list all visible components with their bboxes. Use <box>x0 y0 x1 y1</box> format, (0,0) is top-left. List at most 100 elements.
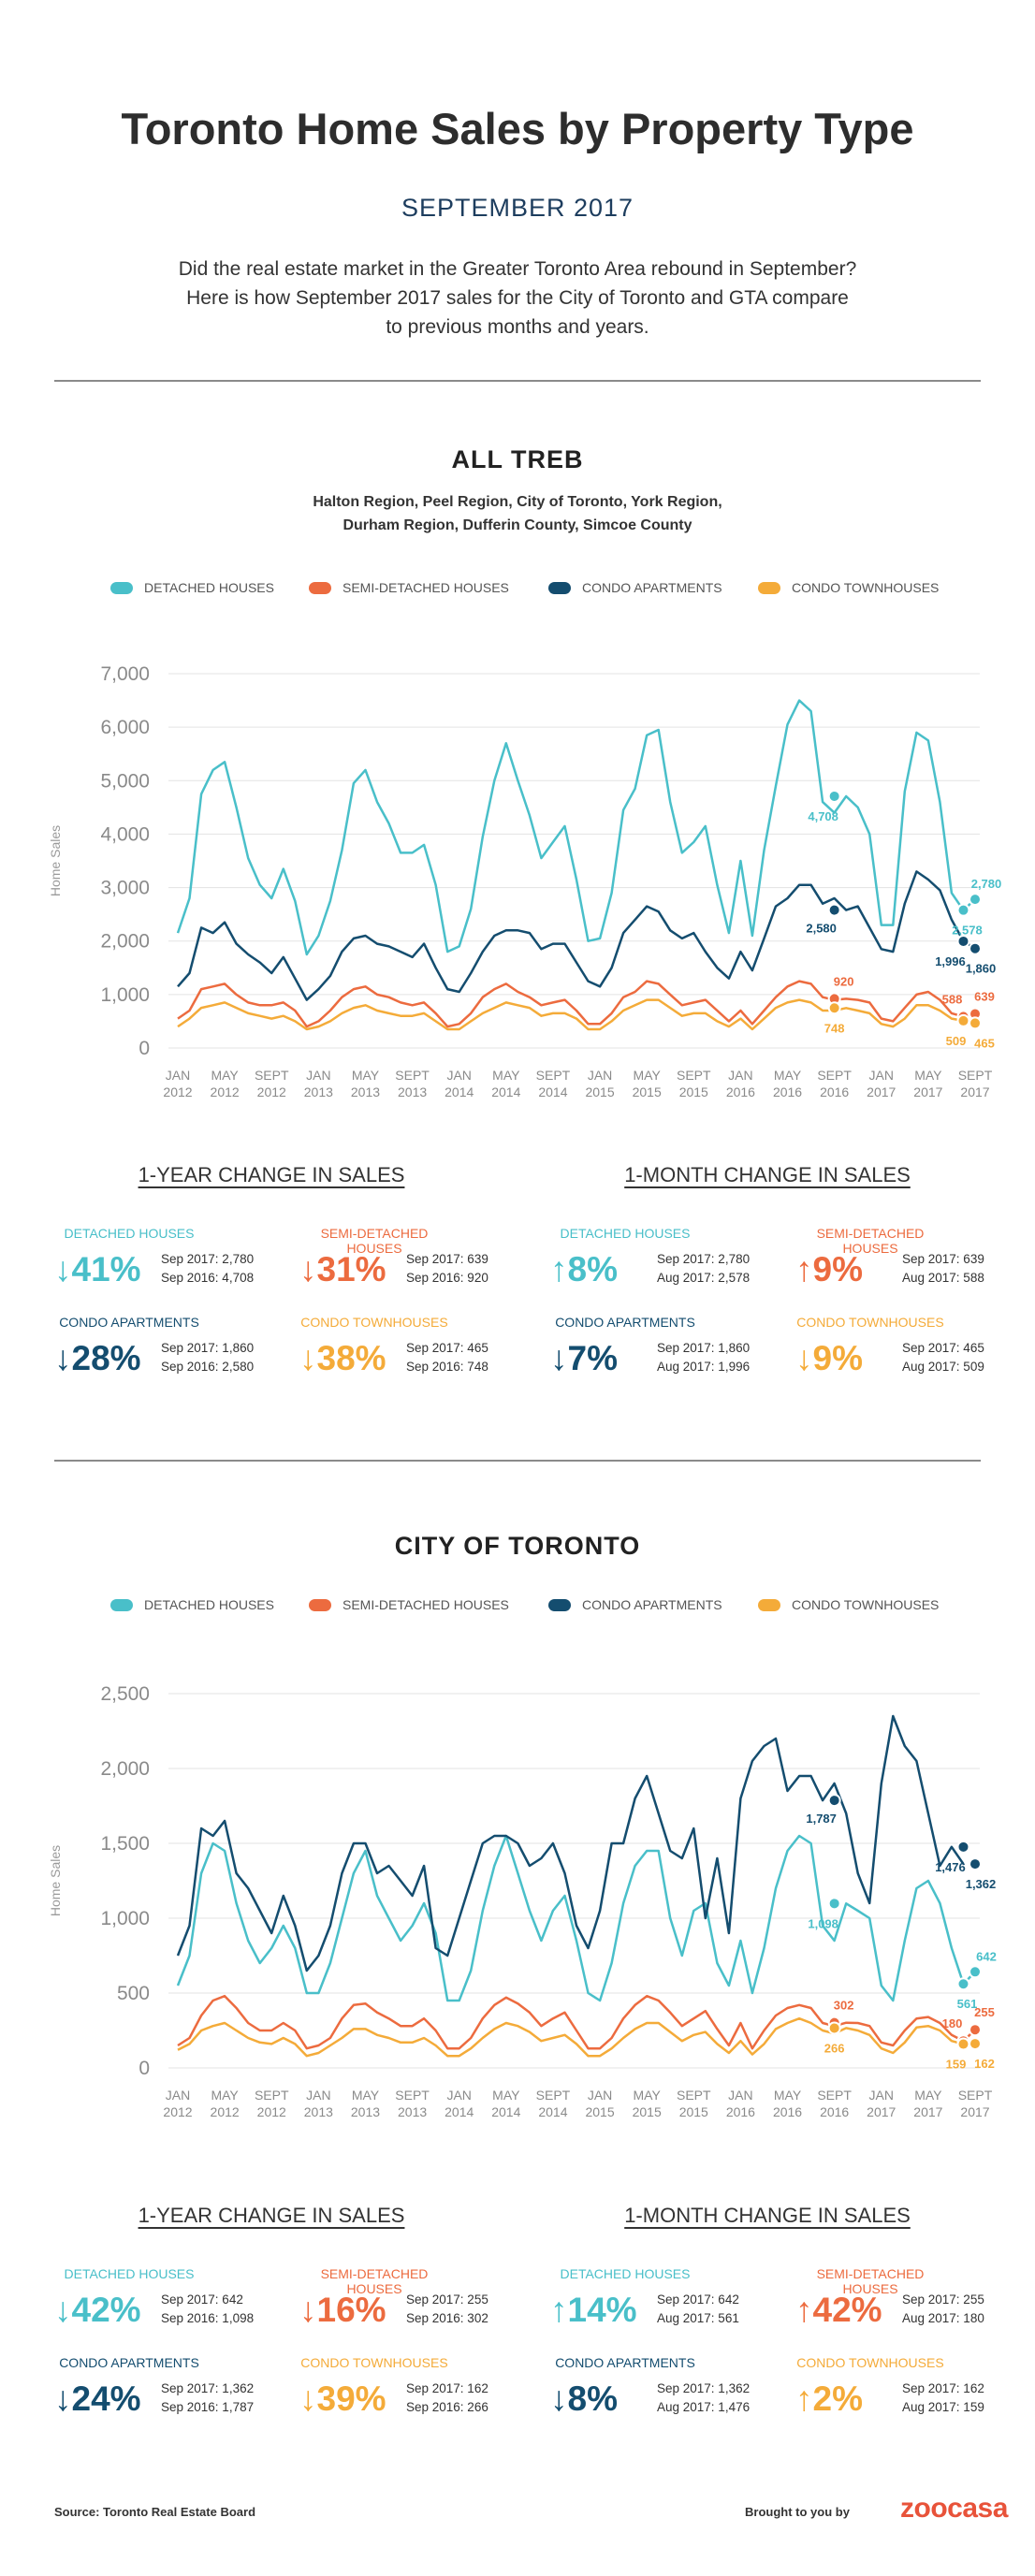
stat-percent: ↓39% <box>299 2380 386 2419</box>
data-point-marker <box>969 893 982 907</box>
stat-detail: Sep 2017: 1,362 Sep 2016: 1,787 <box>161 2380 254 2417</box>
stat-percent-value: 2% <box>812 2380 863 2418</box>
x-tick-year: 2014 <box>538 1084 567 1099</box>
stat-detail-current: Sep 2017: 465 <box>406 1341 488 1355</box>
stat-percent: ↓7% <box>550 1339 618 1378</box>
data-point-label: 302 <box>834 1999 854 2013</box>
data-point-marker <box>969 1965 982 1979</box>
x-tick-month: SEPT <box>958 2088 993 2103</box>
x-tick-year: 2012 <box>211 2104 240 2119</box>
legend-semi: SEMI-DETACHED HOUSES <box>309 1597 509 1612</box>
stat-percent: ↓24% <box>54 2380 141 2419</box>
x-tick-year: 2017 <box>960 2104 989 2119</box>
stat-detail-current: Sep 2017: 639 <box>406 1252 488 1266</box>
legend-swatch-semi <box>309 582 331 594</box>
zoocasa-logo[interactable]: zoocasa <box>900 2493 1008 2524</box>
x-tick-month: MAY <box>634 1068 662 1083</box>
y-axis-label: Home Sales <box>48 1845 63 1916</box>
stat-detail-current: Sep 2017: 2,780 <box>657 1252 751 1266</box>
x-tick-year: 2017 <box>867 1084 896 1099</box>
stat-label: DETACHED HOUSES <box>560 1226 691 1241</box>
data-point-label: 4,708 <box>808 809 838 823</box>
x-tick-year: 2013 <box>304 2104 333 2119</box>
stat-percent-value: 8% <box>567 2380 618 2418</box>
data-point-label: 1,860 <box>966 962 997 976</box>
stat-detail: Sep 2017: 2,780 Sep 2016: 4,708 <box>161 1250 254 1288</box>
x-tick-year: 2012 <box>257 2104 286 2119</box>
legend-detached: DETACHED HOUSES <box>110 580 274 595</box>
brought-by-text: Brought to you by <box>745 2505 850 2519</box>
stat-detail-previous: Aug 2017: 180 <box>902 2311 984 2325</box>
stat-label: DETACHED HOUSES <box>560 2266 691 2281</box>
arrow-up-icon: ↑ <box>795 2291 813 2329</box>
data-point-marker <box>827 1794 841 1808</box>
x-tick-month: MAY <box>634 2088 662 2103</box>
toronto-1m-condo-apt-stat: CONDO APARTMENTS ↓8% Sep 2017: 1,362 Aug 20… <box>550 2355 751 2421</box>
data-point-label: 642 <box>976 1949 997 1963</box>
stat-detail: Sep 2017: 465 Sep 2016: 748 <box>406 1339 488 1376</box>
stat-percent-value: 42% <box>71 2291 141 2329</box>
treb-1m-semi-stat: SEMI-DETACHED HOUSES ↑9% Sep 2017: 639 Aug … <box>795 1226 997 1291</box>
x-tick-month: MAY <box>211 2088 239 2103</box>
data-point-label: 1,787 <box>806 1812 837 1826</box>
x-tick-year: 2016 <box>726 1084 755 1099</box>
x-tick-year: 2015 <box>633 1084 662 1099</box>
data-point-marker <box>956 1013 970 1027</box>
stat-percent: ↓41% <box>54 1250 141 1289</box>
toronto-1y-heading: 1-YEAR CHANGE IN SALES <box>138 2204 405 2227</box>
legend-label-condo-apt: CONDO APARTMENTS <box>582 1597 722 1612</box>
stat-percent: ↑8% <box>550 1250 618 1289</box>
stat-detail-current: Sep 2017: 1,860 <box>161 1341 255 1355</box>
divider <box>54 1460 981 1462</box>
x-tick-month: SEPT <box>255 1068 289 1083</box>
treb-section-title: ALL TREB <box>451 445 584 473</box>
data-point-marker <box>969 1857 982 1871</box>
stat-detail-current: Sep 2017: 1,860 <box>657 1341 751 1355</box>
legend-condo-town: CONDO TOWNHOUSES <box>758 1597 939 1612</box>
stat-percent: ↓16% <box>299 2291 386 2330</box>
treb-1m-heading: 1-MONTH CHANGE IN SALES <box>624 1163 911 1186</box>
x-tick-month: MAY <box>492 2088 520 2103</box>
stat-label: CONDO TOWNHOUSES <box>796 2355 944 2370</box>
stat-detail: Sep 2017: 465 Aug 2017: 509 <box>902 1339 984 1376</box>
x-tick-month: MAY <box>774 2088 802 2103</box>
x-tick-year: 2017 <box>960 1084 989 1099</box>
x-tick-month: MAY <box>914 1068 942 1083</box>
x-tick-month: JAN <box>306 2088 330 2103</box>
x-tick-month: SEPT <box>817 2088 852 2103</box>
arrow-down-icon: ↓ <box>54 1339 72 1377</box>
series-line-detached-houses <box>176 699 976 956</box>
stat-label: DETACHED HOUSES <box>64 2266 195 2281</box>
x-tick-month: SEPT <box>395 1068 430 1083</box>
stat-detail-previous: Aug 2017: 2,578 <box>657 1271 751 1285</box>
x-tick-month: JAN <box>446 2088 471 2103</box>
stat-label: CONDO APARTMENTS <box>555 1315 695 1330</box>
stat-percent-value: 24% <box>71 2380 141 2418</box>
x-tick-month: MAY <box>914 2088 942 2103</box>
x-tick-month: MAY <box>211 1068 239 1083</box>
legend-condo-town: CONDO TOWNHOUSES <box>758 580 939 595</box>
stat-percent-value: 41% <box>71 1250 141 1288</box>
x-tick-year: 2014 <box>491 1084 520 1099</box>
x-tick-year: 2015 <box>585 2104 614 2119</box>
x-tick-year: 2016 <box>773 1084 802 1099</box>
data-point-label: 639 <box>974 989 995 1003</box>
x-tick-year: 2013 <box>304 1084 333 1099</box>
x-tick-month: JAN <box>166 2088 190 2103</box>
legend-swatch-condo-town <box>758 1599 780 1611</box>
series-line-condo-apartments <box>176 1714 965 1972</box>
y-tick-label: 3,000 <box>100 878 150 899</box>
x-tick-month: JAN <box>446 1068 471 1083</box>
toronto-1m-semi-stat: SEMI-DETACHED HOUSES ↑42% Sep 2017: 255 Aug… <box>795 2266 997 2332</box>
stat-percent: ↓9% <box>795 1339 863 1378</box>
stat-detail-previous: Sep 2016: 920 <box>406 1271 488 1285</box>
stat-percent: ↓8% <box>550 2380 618 2419</box>
treb-1m-detached-stat: DETACHED HOUSES ↑8% Sep 2017: 2,780 Aug 201… <box>550 1226 751 1291</box>
treb-legend: DETACHED HOUSES SEMI-DETACHED HOUSES CON… <box>103 580 945 601</box>
stat-detail-current: Sep 2017: 162 <box>406 2381 488 2395</box>
stat-detail-previous: Sep 2016: 266 <box>406 2400 488 2414</box>
stat-label: CONDO TOWNHOUSES <box>300 1315 448 1330</box>
x-tick-year: 2014 <box>445 2104 474 2119</box>
stat-label: CONDO APARTMENTS <box>59 1315 199 1330</box>
